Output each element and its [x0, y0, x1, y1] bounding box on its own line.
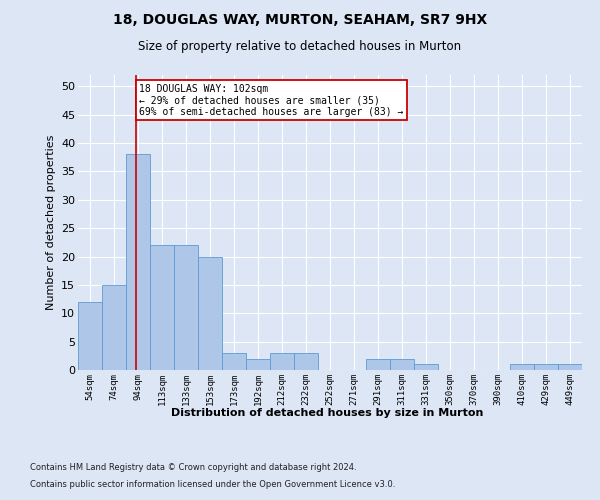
Bar — [414, 364, 438, 370]
Text: 18 DOUGLAS WAY: 102sqm
← 29% of detached houses are smaller (35)
69% of semi-det: 18 DOUGLAS WAY: 102sqm ← 29% of detached… — [139, 84, 403, 116]
Bar — [270, 353, 294, 370]
Text: Contains public sector information licensed under the Open Government Licence v3: Contains public sector information licen… — [30, 480, 395, 489]
Text: Size of property relative to detached houses in Murton: Size of property relative to detached ho… — [139, 40, 461, 53]
Bar — [510, 364, 534, 370]
Bar — [294, 353, 318, 370]
Text: Contains HM Land Registry data © Crown copyright and database right 2024.: Contains HM Land Registry data © Crown c… — [30, 462, 356, 471]
Bar — [366, 358, 390, 370]
Bar — [390, 358, 414, 370]
Bar — [198, 256, 222, 370]
Bar — [222, 353, 246, 370]
Bar — [174, 245, 198, 370]
Bar — [126, 154, 150, 370]
Text: Distribution of detached houses by size in Murton: Distribution of detached houses by size … — [171, 408, 483, 418]
Y-axis label: Number of detached properties: Number of detached properties — [46, 135, 56, 310]
Text: 18, DOUGLAS WAY, MURTON, SEAHAM, SR7 9HX: 18, DOUGLAS WAY, MURTON, SEAHAM, SR7 9HX — [113, 12, 487, 26]
Bar — [150, 245, 174, 370]
Bar — [246, 358, 270, 370]
Bar — [534, 364, 558, 370]
Bar — [558, 364, 582, 370]
Bar — [102, 285, 126, 370]
Bar — [78, 302, 102, 370]
